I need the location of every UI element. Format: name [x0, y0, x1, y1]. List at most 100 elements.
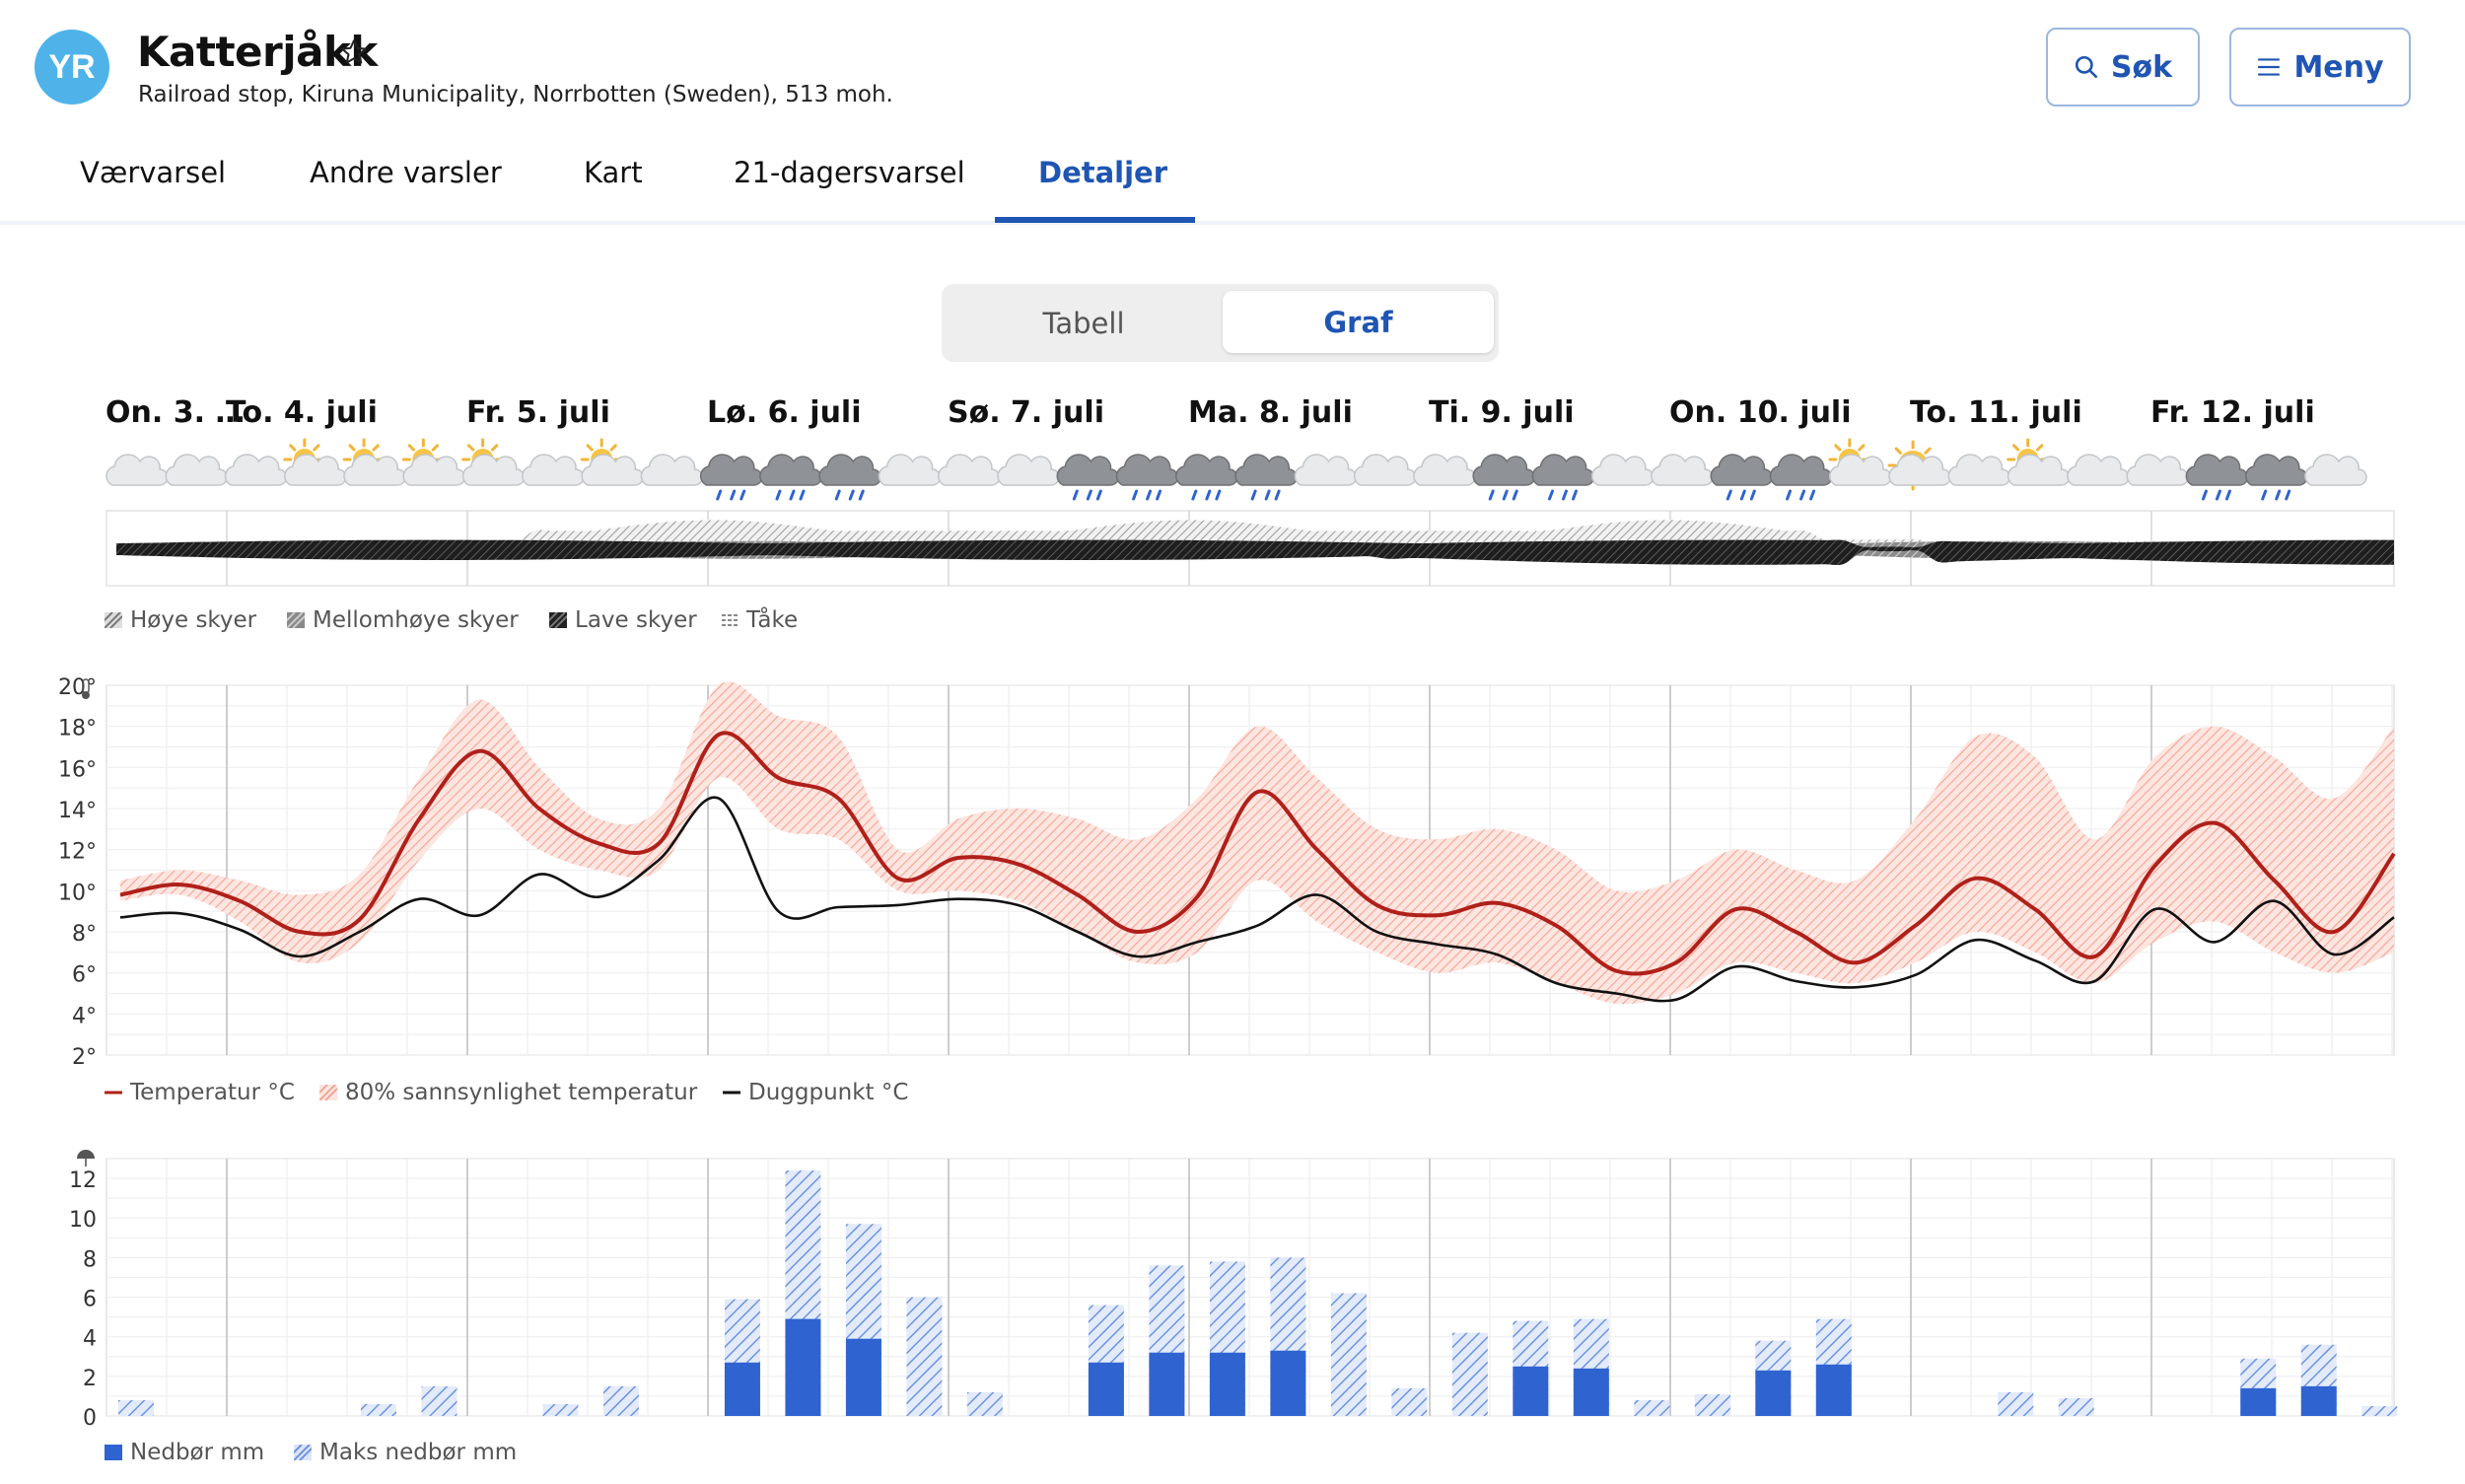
precip-max-bar: [118, 1399, 154, 1416]
precip-bar: [2300, 1385, 2337, 1416]
precip-max-bar: [360, 1403, 396, 1416]
cloud-icon: [1413, 454, 1476, 486]
precip-bar: [1573, 1368, 1609, 1416]
cloud-icon: [640, 454, 704, 486]
day-label: To. 4. juli: [226, 395, 378, 430]
precip-max-bar: [1634, 1399, 1670, 1416]
view-tabell-button[interactable]: Tabell: [1042, 306, 1125, 340]
precip-max-bar: [785, 1170, 821, 1416]
temp-y-tick: 8°: [72, 922, 97, 947]
search-button[interactable]: Søk: [2046, 28, 2200, 106]
cloud-legend-low: Lave skyer: [549, 607, 697, 633]
nav-divider: [0, 221, 2465, 225]
day-label: Ma. 8. juli: [1188, 395, 1353, 430]
temp-y-tick: 12°: [58, 840, 97, 865]
rain-icon: [759, 454, 822, 501]
cloud-icon: [522, 454, 585, 486]
precip-max-bar: [966, 1391, 1003, 1416]
rain-icon: [818, 454, 881, 501]
cloud-icon: [1591, 454, 1655, 486]
precip-bar: [1209, 1352, 1245, 1416]
day-label: Fr. 5. juli: [466, 395, 610, 430]
precip-y-tick: 2: [83, 1367, 97, 1391]
precip-y-tick: 0: [83, 1406, 97, 1431]
precip-max-swatch: [294, 1445, 312, 1460]
tab-vaervarsel[interactable]: Værvarsel: [80, 156, 227, 189]
precip-legend-precip: Nedbør mm: [105, 1440, 264, 1465]
precip-y-tick: 6: [83, 1288, 97, 1312]
temp-legend-band-label: 80% sannsynlighet temperatur: [345, 1080, 698, 1105]
cloud-high-area: [116, 520, 2394, 556]
cloud-legend-high: Høye skyer: [105, 607, 256, 633]
temperature-chart: 2° 4° 6° 8° 10° 12° 14° 16° 18° 20°: [58, 675, 2396, 1070]
location-subtitle: Railroad stop, Kiruna Municipality, Norr…: [138, 82, 893, 107]
precip-bar: [1513, 1366, 1549, 1416]
temp-y-tick: 10°: [58, 881, 97, 905]
menu-button-label: Meny: [2293, 49, 2384, 85]
temp-legend-dewpoint: Duggpunkt °C: [723, 1080, 908, 1105]
temp-y-tick: 20°: [58, 675, 97, 700]
temp-plot-area: [106, 684, 2395, 1056]
hatch-medium-icon: [287, 612, 305, 628]
precip-max-bar: [1451, 1332, 1488, 1416]
day-label: Sø. 7. juli: [948, 395, 1104, 430]
cloud-icon: [2304, 454, 2367, 486]
temp-y-tick: 4°: [72, 1004, 97, 1028]
partly-cloudy-icon: [461, 438, 526, 486]
day-label: On. 3. …: [106, 395, 246, 430]
temp-line-swatch: [105, 1091, 122, 1095]
precip-swatch: [105, 1445, 122, 1460]
precip-max-bar: [1755, 1340, 1792, 1416]
cloud-legend-high-label: Høye skyer: [130, 607, 257, 633]
day-label: On. 10. juli: [1669, 395, 1852, 430]
temperature-line: [119, 731, 2396, 976]
tab-andre-varsler[interactable]: Andre varsler: [310, 156, 502, 189]
tab-detaljer[interactable]: Detaljer: [1038, 156, 1168, 189]
precip-max-bar: [421, 1385, 458, 1416]
rain-icon: [1234, 454, 1298, 501]
day-label: Ti. 9. juli: [1429, 395, 1575, 430]
view-graf-button[interactable]: Graf: [1223, 291, 1494, 353]
precip-max-bar: [724, 1299, 760, 1416]
favorite-star-icon[interactable]: [339, 37, 369, 67]
temp-legend-temperature-label: Temperatur °C: [130, 1080, 295, 1105]
precip-max-bar: [2300, 1344, 2337, 1416]
precip-bar: [2240, 1387, 2277, 1416]
cloud-legend-fog-label: Tåke: [746, 607, 799, 633]
precip-bar: [1270, 1350, 1306, 1416]
rain-icon: [1056, 454, 1119, 501]
tab-kart[interactable]: Kart: [584, 156, 643, 189]
rain-icon: [1769, 454, 1833, 501]
precip-y-tick: 12: [69, 1168, 97, 1193]
cloud-icon: [878, 454, 942, 486]
precip-y-tick: 4: [83, 1327, 97, 1352]
partly-cloudy-icon: [401, 438, 466, 486]
temp-legend-temperature: Temperatur °C: [105, 1080, 295, 1105]
cloud-legend-low-label: Lave skyer: [575, 607, 697, 633]
partly-cloudy-icon: [1828, 438, 1892, 486]
hamburger-icon: [2258, 58, 2281, 76]
precip-max-bar: [1391, 1387, 1428, 1416]
search-icon: [2075, 55, 2097, 79]
hatch-dark-icon: [549, 612, 567, 628]
temp-legend-dewpoint-label: Duggpunkt °C: [748, 1080, 909, 1105]
precip-max-bar: [1270, 1257, 1306, 1416]
cloud-icon: [2067, 454, 2130, 486]
precip-max-bar: [845, 1224, 881, 1416]
umbrella-icon: [77, 1150, 95, 1166]
cloud-icon: [224, 454, 288, 486]
precip-bar: [1815, 1364, 1852, 1416]
precip-bar: [785, 1318, 821, 1416]
cloud-icon: [165, 454, 228, 486]
menu-button[interactable]: Meny: [2229, 28, 2411, 106]
fog-icon: [722, 614, 738, 626]
partly-cloudy-icon: [2007, 438, 2071, 486]
precip-bar: [1088, 1362, 1124, 1416]
rain-icon: [2244, 454, 2308, 501]
precip-max-bar: [2058, 1397, 2094, 1416]
temp-y-tick: 18°: [58, 717, 97, 742]
yr-logo[interactable]: YR: [35, 30, 109, 105]
tab-21-dagersvarsel[interactable]: 21-dagersvarsel: [734, 156, 965, 189]
location-title: Katterjåkk: [137, 28, 378, 76]
precipitation-chart: 0 2 4 6 8 10 12: [69, 1150, 2398, 1431]
